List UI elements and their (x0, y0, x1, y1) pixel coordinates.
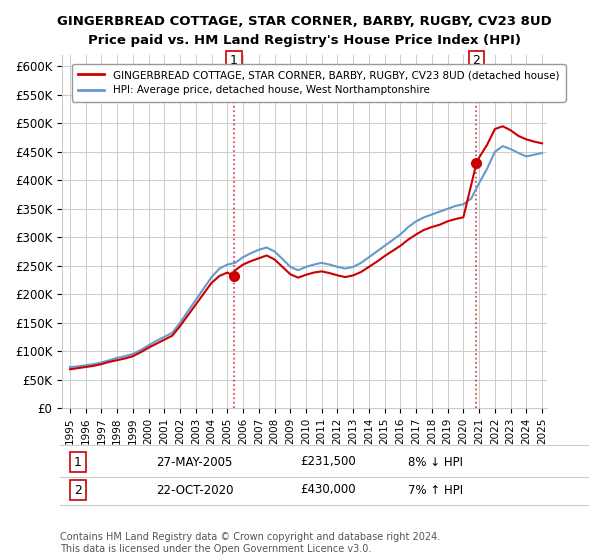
Text: 22-OCT-2020: 22-OCT-2020 (156, 483, 233, 497)
Text: 2: 2 (74, 483, 82, 497)
Text: 1: 1 (74, 455, 82, 469)
Text: 2: 2 (472, 54, 481, 67)
Text: 7% ↑ HPI: 7% ↑ HPI (408, 483, 463, 497)
Text: £231,500: £231,500 (300, 455, 356, 469)
Title: GINGERBREAD COTTAGE, STAR CORNER, BARBY, RUGBY, CV23 8UD
Price paid vs. HM Land : GINGERBREAD COTTAGE, STAR CORNER, BARBY,… (57, 15, 552, 47)
Text: Contains HM Land Registry data © Crown copyright and database right 2024.
This d: Contains HM Land Registry data © Crown c… (60, 532, 440, 554)
Text: £430,000: £430,000 (300, 483, 356, 497)
Text: 1: 1 (230, 54, 238, 67)
Legend: GINGERBREAD COTTAGE, STAR CORNER, BARBY, RUGBY, CV23 8UD (detached house), HPI: : GINGERBREAD COTTAGE, STAR CORNER, BARBY,… (72, 64, 566, 101)
Text: 27-MAY-2005: 27-MAY-2005 (156, 455, 232, 469)
Text: 8% ↓ HPI: 8% ↓ HPI (408, 455, 463, 469)
